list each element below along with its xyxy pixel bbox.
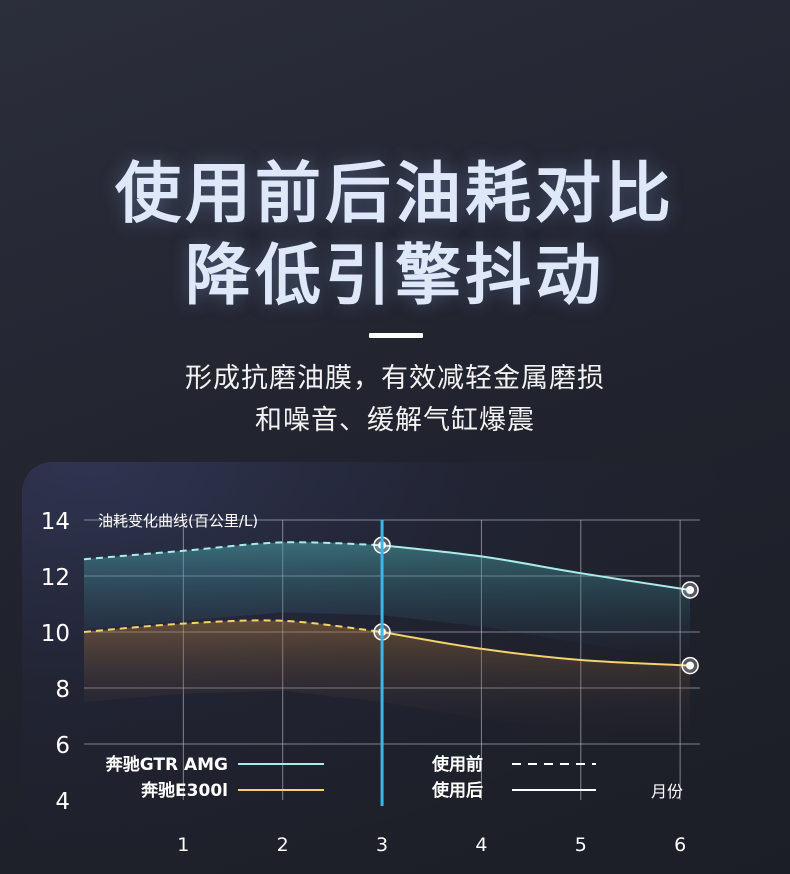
y-tick-label: 10 [41,621,70,647]
x-tick-label: 6 [674,834,686,856]
chart-areas [84,542,691,736]
legend-style-label: 使用后 [431,780,483,801]
x-tick-label: 3 [376,834,388,856]
headline-line2: 降低引擎抖动 [185,237,605,314]
x-axis-label: 月份 [651,782,683,801]
y-tick-label: 14 [41,509,70,535]
legend-series-label: 奔驰E300l [140,780,228,801]
chart-markers [373,520,699,806]
series-line-before-0 [83,541,383,561]
chart-title: 油耗变化曲线(百公里/L) [98,512,258,530]
chart-lines [83,541,691,667]
headline-line1: 使用前后油耗对比 [115,155,675,232]
x-tick-label: 1 [177,834,189,856]
data-point-dot [686,661,695,670]
subtitle-line2: 和噪音、缓解气缸爆震 [255,405,535,436]
series-area-1 [84,620,691,736]
y-tick-label: 8 [55,677,70,703]
divider-bar [369,333,423,338]
y-tick-label: 6 [55,733,70,759]
x-tick-label: 5 [575,834,587,856]
legend-series-label: 奔驰GTR AMG [105,754,228,775]
data-point-dot [686,586,695,594]
legend-style-label: 使用前 [431,754,483,775]
series-line-after-1 [381,631,691,667]
x-tick-label: 4 [475,834,487,856]
x-tick-label: 2 [277,834,289,856]
series-area-0 [84,542,691,660]
series-line-after-0 [381,544,691,591]
series-line-before-1 [83,619,383,633]
y-tick-label: 12 [41,565,70,591]
y-tick-label: 4 [55,789,70,815]
subtitle-line1: 形成抗磨油膜，有效减轻金属磨损 [185,363,605,394]
